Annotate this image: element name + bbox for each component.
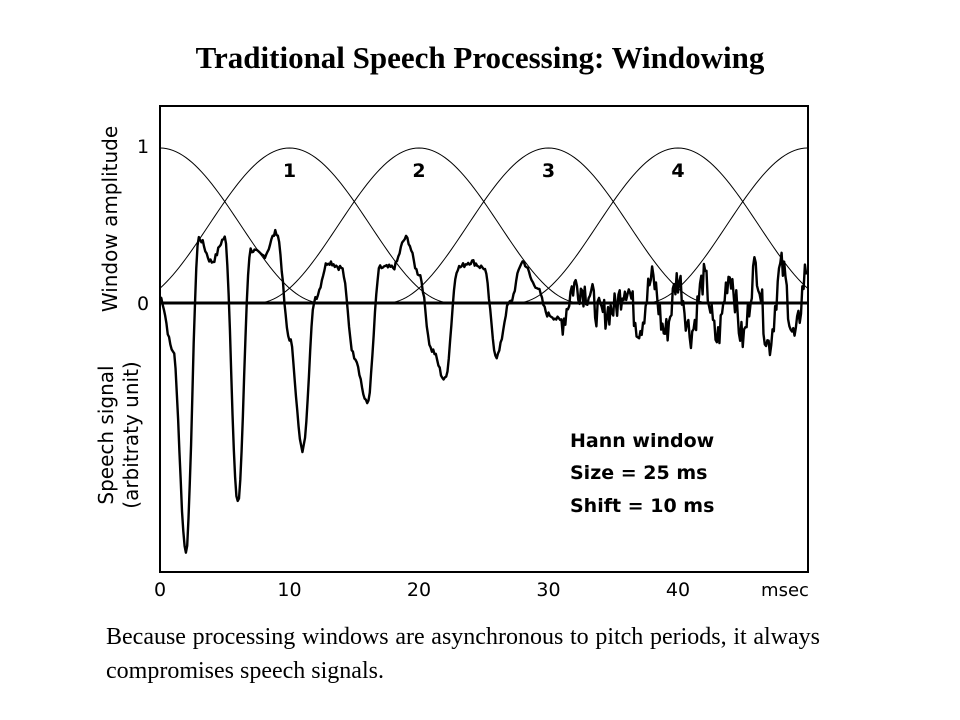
annotation-window-size: Size = 25 ms: [570, 462, 707, 484]
annotation-window-shift: Shift = 10 ms: [570, 495, 714, 517]
hann-window-curve: [257, 147, 581, 304]
window-label: 3: [542, 160, 555, 182]
x-tick-label: 20: [407, 579, 431, 601]
hann-window-curve: [516, 147, 808, 304]
window-number-labels: 1 2 3 4: [283, 160, 685, 182]
slide-title: Traditional Speech Processing: Windowing: [195, 40, 765, 75]
slide-caption: Because processing windows are asynchron…: [106, 624, 820, 684]
y-axis-label-window-amplitude: Window amplitude: [98, 126, 122, 312]
x-tick-label: 30: [536, 579, 560, 601]
window-label: 1: [283, 160, 296, 182]
hann-window-curve: [159, 147, 322, 304]
y-tick-label-1: 1: [137, 136, 149, 158]
x-tick-label: 0: [154, 579, 166, 601]
y-axis-label-speech-signal: Speech signal: [94, 365, 118, 504]
hann-windows: [159, 147, 808, 304]
window-label: 2: [412, 160, 425, 182]
x-tick-label: 10: [277, 579, 301, 601]
x-tick-label: 40: [666, 579, 690, 601]
speech-signal: [159, 228, 808, 554]
annotation-window-type: Hann window: [570, 430, 714, 452]
plot-frame: [159, 105, 809, 573]
hann-window-curve: [386, 147, 711, 304]
y-tick-label-0: 0: [137, 293, 149, 315]
x-tick-labels: 0 10 20 30 40: [154, 579, 690, 601]
x-axis-unit-label: msec: [761, 580, 809, 601]
y-axis-label-arbitrary-unit: (arbitraty unit): [119, 361, 143, 508]
speech-signal-line: [159, 228, 808, 554]
hann-window-curve: [159, 147, 452, 304]
window-label: 4: [671, 160, 684, 182]
